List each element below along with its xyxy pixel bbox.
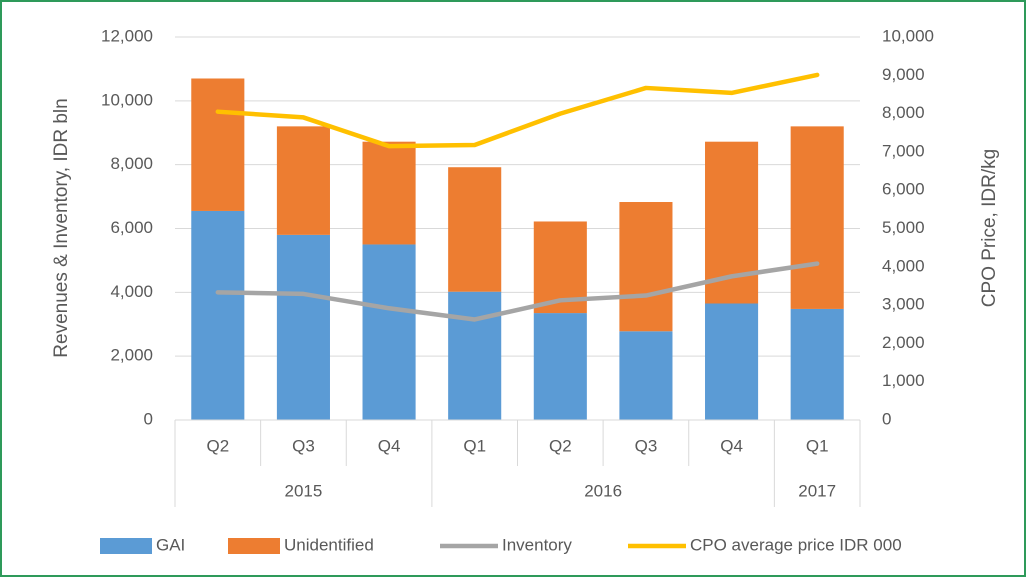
y2-tick-label: 5,000 bbox=[882, 218, 925, 237]
legend-label: Unidentified bbox=[284, 535, 374, 554]
y2-tick-label: 9,000 bbox=[882, 65, 925, 84]
bar bbox=[276, 234, 330, 420]
y2-tick-label: 8,000 bbox=[882, 103, 925, 122]
bar bbox=[362, 244, 416, 420]
bar bbox=[790, 126, 844, 309]
x-tick-label: Q4 bbox=[378, 436, 401, 455]
bar bbox=[191, 78, 245, 211]
x-tick-label: Q4 bbox=[720, 436, 743, 455]
group-label: 2016 bbox=[584, 481, 622, 500]
y-tick-label: 6,000 bbox=[110, 218, 153, 237]
y2-tick-label: 7,000 bbox=[882, 141, 925, 160]
bar bbox=[276, 126, 330, 235]
bar bbox=[705, 303, 759, 420]
x-tick-label: Q3 bbox=[292, 436, 315, 455]
y-tick-label: 0 bbox=[144, 409, 153, 428]
group-label: 2017 bbox=[798, 481, 836, 500]
y-tick-label: 2,000 bbox=[110, 346, 153, 365]
y-axis-label: Revenues & Inventory, IDR bln bbox=[51, 98, 72, 357]
legend-label: Inventory bbox=[502, 535, 572, 554]
y2-tick-label: 10,000 bbox=[882, 26, 934, 45]
y-tick-label: 10,000 bbox=[101, 90, 153, 109]
legend-label: GAI bbox=[156, 535, 185, 554]
y2-tick-label: 2,000 bbox=[882, 333, 925, 352]
y2-axis-label: CPO Price, IDR/kg bbox=[979, 149, 1000, 307]
x-tick-label: Q1 bbox=[806, 436, 829, 455]
legend-swatch bbox=[228, 538, 280, 554]
y2-tick-label: 3,000 bbox=[882, 295, 925, 314]
y-tick-label: 12,000 bbox=[101, 26, 153, 45]
y2-tick-label: 0 bbox=[882, 409, 891, 428]
x-tick-label: Q3 bbox=[635, 436, 658, 455]
x-tick-label: Q1 bbox=[463, 436, 486, 455]
bar bbox=[619, 331, 673, 420]
y-tick-label: 4,000 bbox=[110, 282, 153, 301]
bar bbox=[533, 313, 587, 420]
y2-tick-label: 4,000 bbox=[882, 256, 925, 275]
y2-tick-label: 1,000 bbox=[882, 371, 925, 390]
bar bbox=[448, 167, 502, 292]
bar bbox=[619, 202, 673, 332]
y2-tick-label: 6,000 bbox=[882, 180, 925, 199]
x-tick-label: Q2 bbox=[549, 436, 572, 455]
bar bbox=[448, 291, 502, 420]
legend-swatch bbox=[100, 538, 152, 554]
x-tick-label: Q2 bbox=[206, 436, 229, 455]
bar bbox=[362, 141, 416, 245]
group-label: 2015 bbox=[285, 481, 323, 500]
bar bbox=[790, 308, 844, 420]
line bbox=[215, 72, 820, 149]
bar bbox=[191, 210, 245, 420]
y-tick-label: 8,000 bbox=[110, 154, 153, 173]
line bbox=[215, 261, 820, 322]
legend-label: CPO average price IDR 000 bbox=[690, 535, 902, 554]
